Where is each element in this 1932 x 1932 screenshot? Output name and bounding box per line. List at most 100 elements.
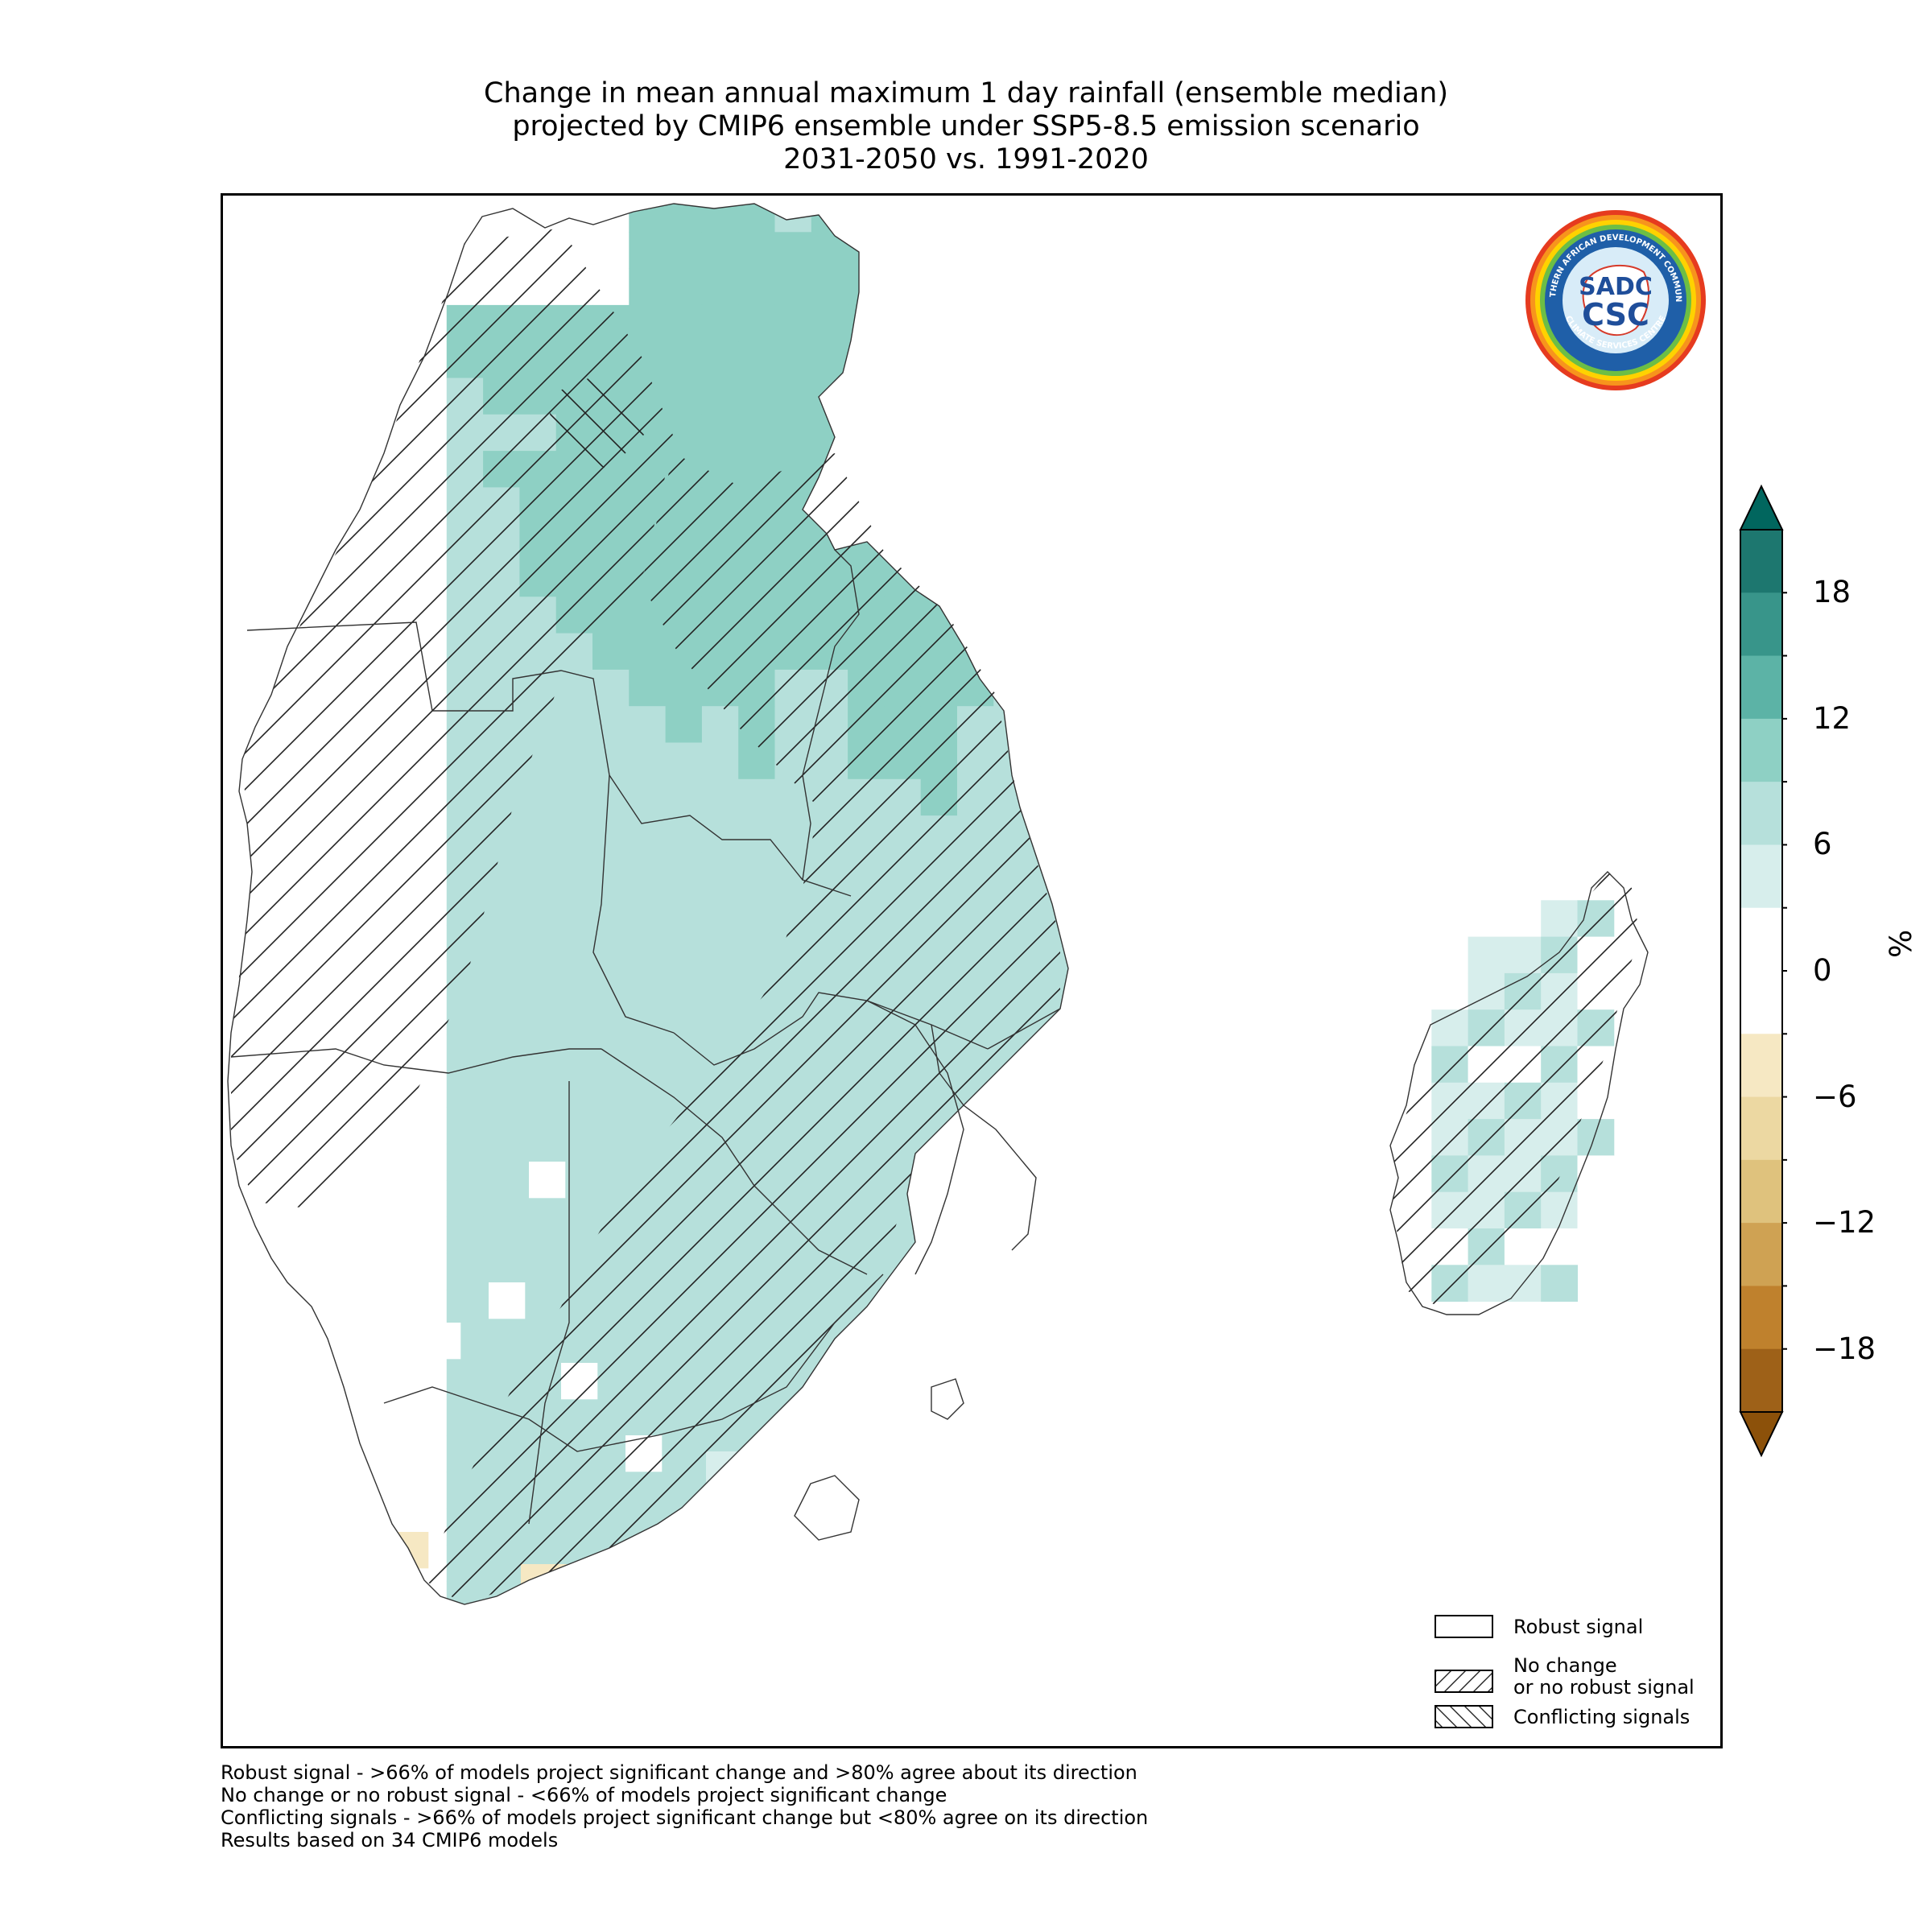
grid-cell <box>957 560 994 597</box>
grid-cell <box>1030 778 1067 816</box>
grid-cell <box>1140 889 1177 926</box>
grid-cell <box>957 414 994 452</box>
grid-cell <box>629 888 667 926</box>
grid-cell <box>920 1398 958 1436</box>
grid-cell <box>1103 1144 1140 1181</box>
grid-cell <box>629 997 667 1035</box>
grid-cell <box>1176 998 1213 1035</box>
grid-cell <box>957 1508 994 1546</box>
grid-cell <box>1468 597 1505 634</box>
grid-cell <box>884 1472 922 1509</box>
grid-cell <box>1650 961 1687 998</box>
grid-cell <box>1468 670 1505 707</box>
grid-cell <box>1650 1509 1687 1546</box>
grid-cell <box>1505 1509 1542 1546</box>
grid-cell <box>701 888 739 926</box>
grid-cell <box>1176 1654 1213 1691</box>
grid-cell <box>519 778 557 816</box>
grid-cell <box>1286 670 1323 707</box>
grid-cell <box>1358 815 1395 852</box>
grid-cell <box>553 1564 590 1601</box>
grid-cell <box>957 1290 994 1327</box>
grid-cell <box>1103 634 1140 671</box>
grid-cell <box>1212 998 1249 1035</box>
grid-cell <box>702 1618 739 1655</box>
grid-cell <box>738 341 775 378</box>
grid-cell <box>738 1508 775 1546</box>
grid-cell <box>629 925 667 962</box>
grid-cell <box>701 852 739 890</box>
grid-cell <box>1103 1654 1140 1691</box>
grid-cell <box>1103 1216 1140 1253</box>
grid-cell <box>1140 1326 1177 1363</box>
grid-cell <box>1140 1034 1177 1071</box>
grid-cell <box>920 1435 958 1472</box>
grid-cell <box>811 204 848 233</box>
grid-cell <box>1212 889 1249 926</box>
grid-cell <box>1468 1472 1505 1509</box>
logo-emblem-icon: SADC CSC SOUTHERN AFRICAN DEVELOPMENT CO… <box>1519 201 1706 390</box>
grid-cell <box>1358 1654 1395 1691</box>
grid-cell <box>1176 1472 1213 1509</box>
grid-cell <box>1066 925 1068 962</box>
grid-cell <box>1395 998 1432 1035</box>
grid-cell <box>993 268 1031 306</box>
grid-cell <box>592 1654 630 1691</box>
grid-cell <box>1322 1180 1359 1217</box>
grid-cell <box>529 1162 566 1199</box>
grid-cell <box>424 1323 461 1360</box>
grid-cell <box>1212 779 1249 816</box>
grid-cell <box>446 1290 484 1327</box>
grid-cell <box>1431 889 1468 926</box>
legend-label-no-change-2: or no robust signal <box>1513 1676 1695 1699</box>
grid-cell <box>592 1071 630 1108</box>
sadc-csc-logo: SADC CSC SOUTHERN AFRICAN DEVELOPMENT CO… <box>1519 201 1708 393</box>
border-lesotho <box>794 1475 860 1541</box>
grid-cell <box>738 888 775 926</box>
grid-cell <box>1322 1290 1359 1327</box>
grid-cell <box>1176 1435 1213 1472</box>
grid-cell <box>993 1508 1031 1546</box>
grid-cell <box>1103 1509 1140 1546</box>
grid-cell <box>1468 779 1505 816</box>
grid-cell <box>1140 341 1177 378</box>
grid-cell <box>1212 487 1249 524</box>
grid-cell <box>592 925 630 962</box>
grid-cell <box>1066 1290 1068 1327</box>
grid-cell <box>774 815 812 852</box>
grid-cell <box>848 1508 885 1546</box>
grid-cell <box>1103 779 1140 816</box>
grid-cell <box>1322 1216 1359 1253</box>
grid-cell <box>1066 304 1068 342</box>
grid-cell <box>1176 1108 1213 1145</box>
grid-cell <box>1322 1363 1359 1400</box>
grid-cell <box>1577 1326 1614 1363</box>
grid-cell <box>1103 1108 1140 1145</box>
grid-cell <box>1030 1143 1067 1181</box>
grid-cell <box>1358 1290 1395 1327</box>
grid-cell <box>1212 451 1249 488</box>
grid-cell <box>1249 560 1286 597</box>
grid-cell <box>446 1034 484 1071</box>
grid-cell <box>920 304 958 342</box>
grid-cell <box>957 597 994 634</box>
grid-cell <box>665 742 703 780</box>
grid-cell <box>1140 1144 1177 1181</box>
grid-cell <box>1468 815 1505 852</box>
logo-monogram-top: SADC <box>1579 273 1653 301</box>
colorbar-segment <box>1740 655 1782 720</box>
grid-cell <box>1650 1545 1687 1582</box>
grid-cell <box>1541 1545 1578 1582</box>
grid-cell <box>446 1071 484 1108</box>
grid-cell <box>848 1581 885 1604</box>
grid-cell <box>1249 1472 1286 1509</box>
grid-cell <box>1650 1180 1687 1217</box>
grid-cell <box>483 1107 520 1145</box>
grid-cell <box>1066 1180 1068 1217</box>
grid-cell <box>1505 889 1542 926</box>
grid-cell <box>1358 852 1395 889</box>
grid-cell <box>1066 451 1068 488</box>
grid-cell <box>1249 524 1286 561</box>
grid-cell <box>1140 451 1177 488</box>
grid-cell <box>1286 779 1323 816</box>
